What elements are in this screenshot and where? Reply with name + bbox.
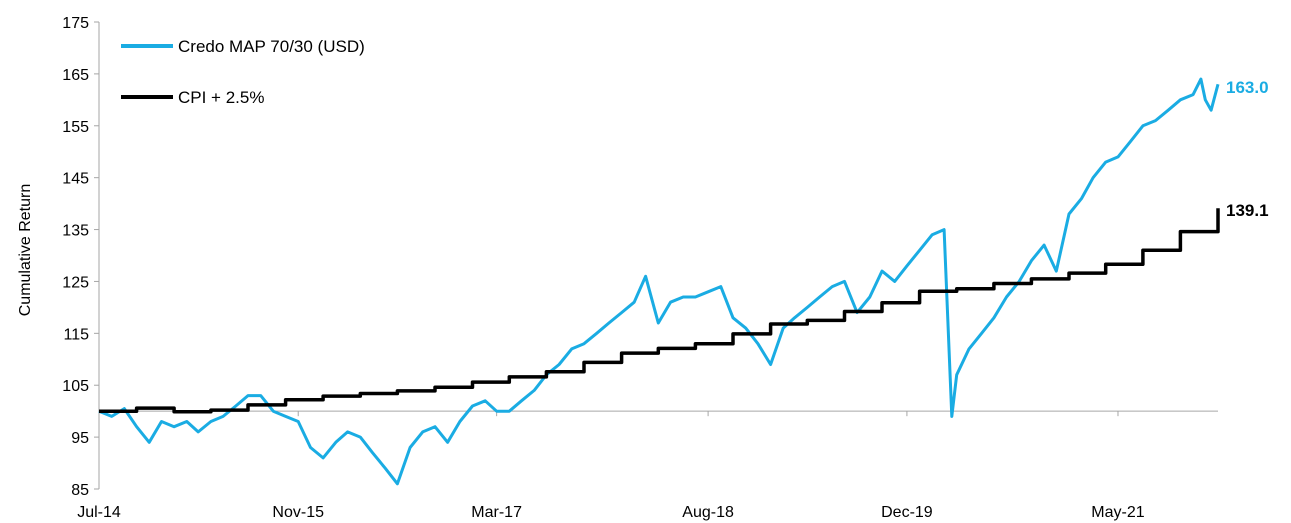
series-line-credo-map	[98, 77, 1220, 486]
y-tick-label: 115	[63, 326, 89, 343]
y-tick-label: 135	[62, 223, 89, 240]
y-axis-label: Cumulative Return	[17, 184, 34, 317]
y-tick-label: 85	[71, 482, 89, 499]
legend-label-cpi: CPI + 2.5%	[178, 88, 264, 107]
y-tick-label: 175	[62, 15, 89, 32]
x-axis-ticks: Jul-14 Nov-15 Mar-17 Aug-18 Dec-19 May-21	[77, 411, 1145, 521]
y-tick-label: 95	[71, 430, 89, 447]
x-tick-label: Jul-14	[77, 504, 121, 521]
legend: Credo MAP 70/30 (USD) CPI + 2.5%	[121, 37, 365, 107]
y-tick-label: 105	[62, 378, 89, 395]
y-axis-ticks: 85 95 105 115 125 135 145 155 165 175	[62, 15, 99, 499]
end-label-credo: 163.0	[1226, 78, 1269, 97]
y-tick-label: 145	[62, 171, 89, 188]
y-tick-label: 125	[62, 274, 89, 291]
y-tick-label: 165	[62, 67, 89, 84]
x-tick-label: May-21	[1091, 504, 1144, 521]
series-line-cpi	[99, 208, 1220, 414]
end-label-cpi: 139.1	[1226, 201, 1269, 220]
legend-label-credo: Credo MAP 70/30 (USD)	[178, 37, 365, 56]
x-tick-label: Nov-15	[272, 504, 324, 521]
x-tick-label: Mar-17	[471, 504, 522, 521]
x-tick-label: Dec-19	[881, 504, 933, 521]
x-tick-label: Aug-18	[682, 504, 734, 521]
y-tick-label: 155	[62, 119, 89, 136]
series-lines	[98, 77, 1220, 486]
